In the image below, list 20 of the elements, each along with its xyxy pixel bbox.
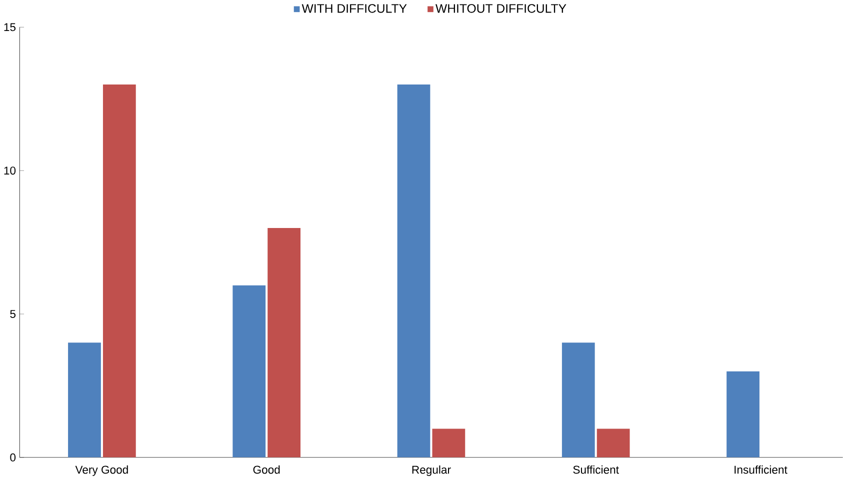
legend-label: WHITOUT DIFFICULTY (436, 4, 566, 13)
y-tick-label: 0 (10, 453, 16, 462)
x-tick-label: Regular (412, 465, 451, 476)
y-tick-label: 5 (10, 310, 16, 318)
x-tick-label: Good (253, 465, 280, 474)
y-tick-label: 10 (4, 166, 16, 174)
x-tick-label: Insufficient (734, 465, 788, 474)
bar (726, 371, 760, 458)
y-tick-label: 15 (4, 23, 16, 31)
x-tick-label: Very Good (75, 465, 128, 476)
x-tick-label: Sufficient (573, 465, 619, 474)
bar (596, 428, 630, 458)
legend-label: WITH DIFFICULTY (302, 4, 407, 13)
bar (432, 428, 466, 458)
bar (68, 342, 101, 458)
bar (268, 228, 300, 458)
bar (102, 84, 136, 458)
bar (562, 342, 595, 458)
bar (397, 84, 430, 458)
bar (232, 285, 266, 458)
